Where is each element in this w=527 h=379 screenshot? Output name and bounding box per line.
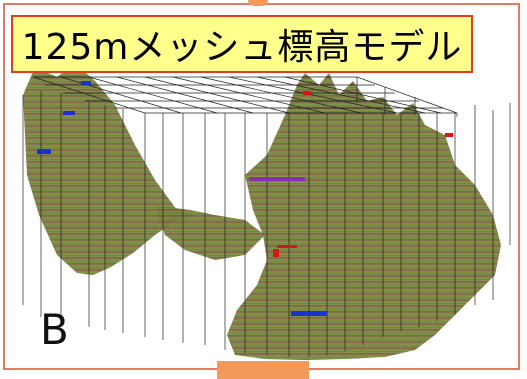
mesh-grid <box>32 76 511 305</box>
bottom-tab-decoration <box>217 361 309 379</box>
terrain-saddle <box>155 205 265 260</box>
terrain-right-mass <box>227 73 501 360</box>
terrain-left-ridge <box>23 63 195 275</box>
mesh-verticals <box>22 91 456 357</box>
top-tab-decoration <box>248 0 268 6</box>
point-marker-icon <box>37 81 453 316</box>
terrain-model-graphic <box>22 63 511 360</box>
panel-label: B <box>40 305 69 354</box>
title-banner: 125mメッシュ標高モデル <box>11 15 473 73</box>
figure-frame: 125mメッシュ標高モデル B <box>3 3 520 370</box>
